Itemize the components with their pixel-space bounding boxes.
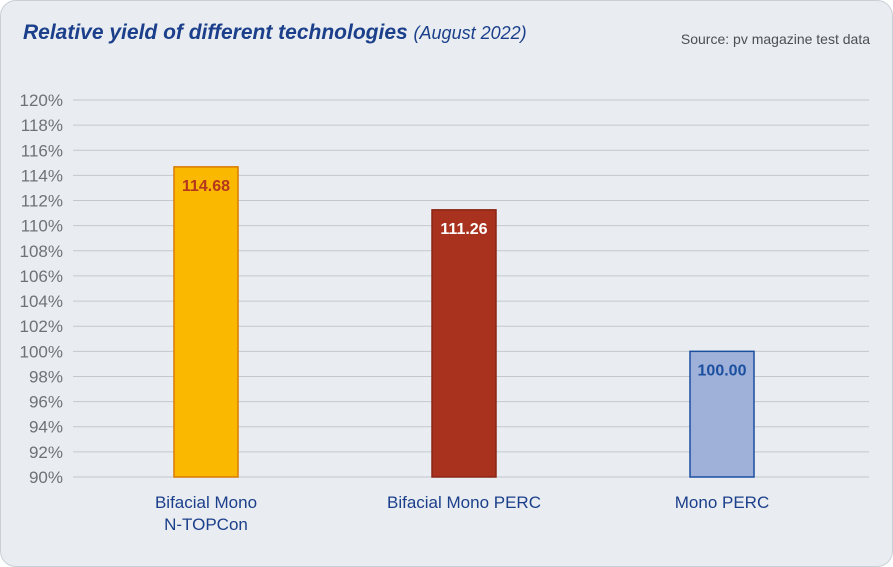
bar — [431, 209, 497, 478]
bar-value-label: 114.68 — [182, 178, 230, 195]
chart-subtitle: (August 2022) — [413, 23, 527, 43]
chart-title-main: Relative yield of different technologies — [23, 21, 408, 44]
y-tick-label: 94% — [29, 418, 63, 437]
y-tick-label: 104% — [20, 292, 63, 311]
y-tick-label: 96% — [29, 393, 63, 412]
y-tick-label: 98% — [29, 367, 63, 386]
source-note: Source: pv magazine test data — [680, 31, 870, 47]
y-tick-label: 114% — [21, 166, 63, 185]
x-category-label: Bifacial Mono N-TOPCon — [155, 493, 257, 534]
bar-value-label: 100.00 — [698, 362, 747, 379]
bar-value-label: 111.26 — [440, 221, 487, 238]
y-tick-label: 120% — [20, 91, 63, 110]
x-category-label: Bifacial Mono PERC — [387, 493, 541, 512]
x-category-label-line: Bifacial Mono — [155, 493, 257, 512]
bar — [173, 166, 239, 478]
y-tick-label: 108% — [20, 242, 63, 261]
x-category-label-line: N-TOPCon — [164, 515, 248, 534]
y-tick-label: 112% — [21, 192, 63, 211]
y-tick-label: 118% — [21, 116, 63, 135]
y-tick-label: 100% — [20, 342, 63, 361]
y-tick-label: 116% — [21, 141, 63, 160]
x-category-label: Mono PERC — [675, 493, 769, 512]
bar — [689, 350, 755, 478]
y-tick-label: 102% — [20, 317, 63, 336]
y-tick-label: 106% — [20, 267, 63, 286]
y-tick-label: 90% — [29, 468, 63, 487]
x-category-label-line: Bifacial Mono PERC — [387, 493, 541, 512]
x-category-label-line: Mono PERC — [675, 493, 769, 512]
chart-title: Relative yield of different technologies… — [23, 21, 527, 45]
y-tick-label: 110% — [21, 217, 63, 236]
y-tick-label: 92% — [29, 443, 63, 462]
